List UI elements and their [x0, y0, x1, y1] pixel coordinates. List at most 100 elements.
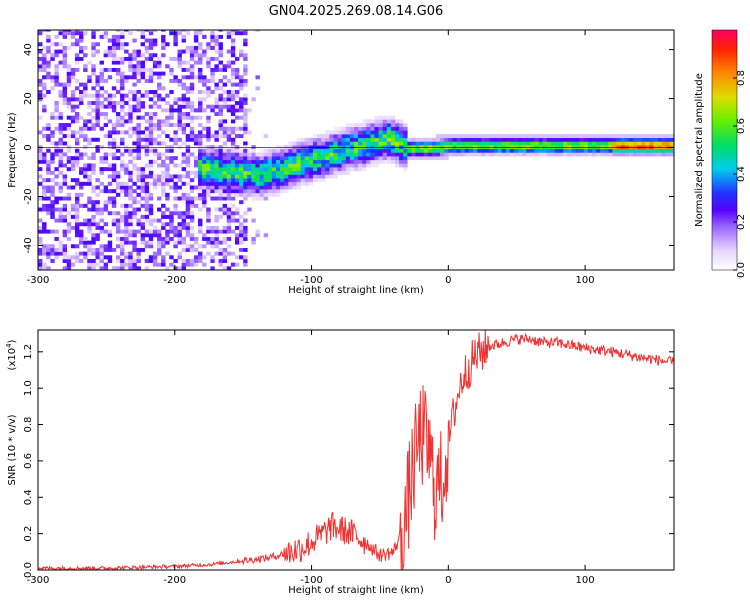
heatmap-cell — [156, 262, 162, 267]
heatmap-cell — [530, 137, 535, 142]
heatmap-cell — [58, 112, 63, 117]
heatmap-cell — [304, 159, 310, 164]
heatmap-cell — [156, 134, 162, 139]
heatmap-cell — [99, 67, 104, 72]
heatmap-cell — [571, 148, 576, 153]
heatmap-cell — [333, 145, 338, 150]
heatmap-cell — [124, 101, 129, 105]
heatmap-cell — [198, 75, 203, 80]
heatmap-cell — [206, 130, 211, 135]
heatmap-cell — [325, 174, 330, 179]
heatmap-cell — [185, 152, 191, 157]
heatmap-cell — [148, 159, 154, 164]
heatmap-cell — [185, 174, 191, 179]
heatmap-cell — [185, 196, 191, 201]
heatmap-cell — [62, 31, 68, 36]
heatmap-cell — [193, 38, 199, 43]
heatmap-cell — [243, 64, 248, 69]
y-tick-label: 20 — [23, 92, 34, 105]
heatmap-cell — [440, 148, 445, 153]
heatmap-cell — [169, 222, 174, 227]
heatmap-cell — [493, 148, 498, 153]
heatmap-cell — [431, 145, 437, 150]
heatmap-cell — [156, 233, 162, 238]
heatmap-cell — [234, 163, 240, 168]
heatmap-cell — [341, 145, 347, 150]
heatmap-cell — [87, 93, 92, 98]
heatmap-cell — [161, 236, 166, 241]
heatmap-cell — [390, 137, 396, 142]
heatmap-cell — [239, 174, 244, 179]
heatmap-cell — [136, 53, 141, 58]
heatmap-cell — [66, 266, 72, 270]
heatmap-cell — [312, 163, 318, 168]
heatmap-cell — [632, 148, 638, 153]
heatmap-cell — [222, 159, 228, 164]
heatmap-cell — [284, 156, 289, 161]
heatmap-cell — [91, 126, 96, 131]
heatmap-cell — [546, 148, 552, 153]
heatmap-cell — [169, 137, 174, 142]
heatmap-cell — [234, 167, 240, 172]
heatmap-cell — [251, 97, 256, 102]
heatmap-cell — [243, 42, 248, 47]
heatmap-cell — [111, 53, 117, 58]
heatmap-cell — [419, 152, 424, 157]
heatmap-cell — [210, 145, 215, 150]
heatmap-cell — [124, 214, 129, 219]
heatmap-cell — [243, 97, 248, 102]
heatmap-cell — [124, 233, 129, 238]
heatmap-cell — [317, 148, 322, 153]
heatmap-cell — [370, 145, 375, 150]
heatmap-cell — [206, 86, 211, 91]
heatmap-cell — [399, 123, 404, 128]
heatmap-cell — [136, 104, 141, 109]
heatmap-cell — [222, 152, 228, 157]
heatmap-cell — [79, 90, 84, 94]
heatmap-cell — [415, 137, 420, 142]
heatmap-cell — [259, 148, 264, 153]
heatmap-cell — [234, 148, 240, 153]
heatmap-cell — [79, 222, 84, 227]
heatmap-cell — [79, 49, 84, 54]
heatmap-cell — [546, 137, 552, 142]
heatmap-cell — [173, 123, 178, 128]
heatmap-cell — [226, 163, 232, 168]
heatmap-cell — [239, 163, 244, 168]
heatmap-cell — [91, 101, 96, 105]
heatmap-cell — [653, 141, 658, 146]
heatmap-cell — [255, 159, 260, 164]
heatmap-cell — [612, 141, 617, 146]
heatmap-cell — [62, 49, 68, 54]
heatmap-cell — [665, 152, 671, 157]
heatmap-cell — [362, 137, 367, 142]
heatmap-cell — [530, 145, 535, 150]
heatmap-cell — [366, 152, 371, 157]
heatmap-cell — [198, 137, 203, 142]
heatmap-cell — [419, 156, 424, 161]
heatmap-cell — [243, 185, 248, 190]
heatmap-cell — [128, 262, 133, 267]
heatmap-cell — [169, 156, 174, 161]
heatmap-cell — [156, 240, 162, 245]
heatmap-cell — [255, 181, 260, 186]
heatmap-cell — [111, 123, 117, 128]
heatmap-cell — [198, 185, 203, 190]
heatmap-cell — [128, 119, 133, 124]
heatmap-cell — [317, 141, 322, 146]
heatmap-cell — [218, 145, 223, 150]
heatmap-cell — [144, 189, 150, 194]
heatmap-cell — [485, 134, 490, 139]
heatmap-cell — [128, 211, 133, 216]
heatmap-cell — [218, 196, 223, 201]
heatmap-cell — [50, 141, 55, 146]
heatmap-cell — [70, 90, 76, 94]
heatmap-cell — [234, 211, 240, 216]
heatmap-cell — [513, 137, 519, 142]
heatmap-cell — [185, 225, 191, 230]
heatmap-cell — [87, 156, 92, 161]
heatmap-cell — [292, 159, 297, 164]
heatmap-cell — [70, 31, 76, 36]
heatmap-cell — [38, 148, 43, 153]
heatmap-cell — [645, 148, 650, 153]
